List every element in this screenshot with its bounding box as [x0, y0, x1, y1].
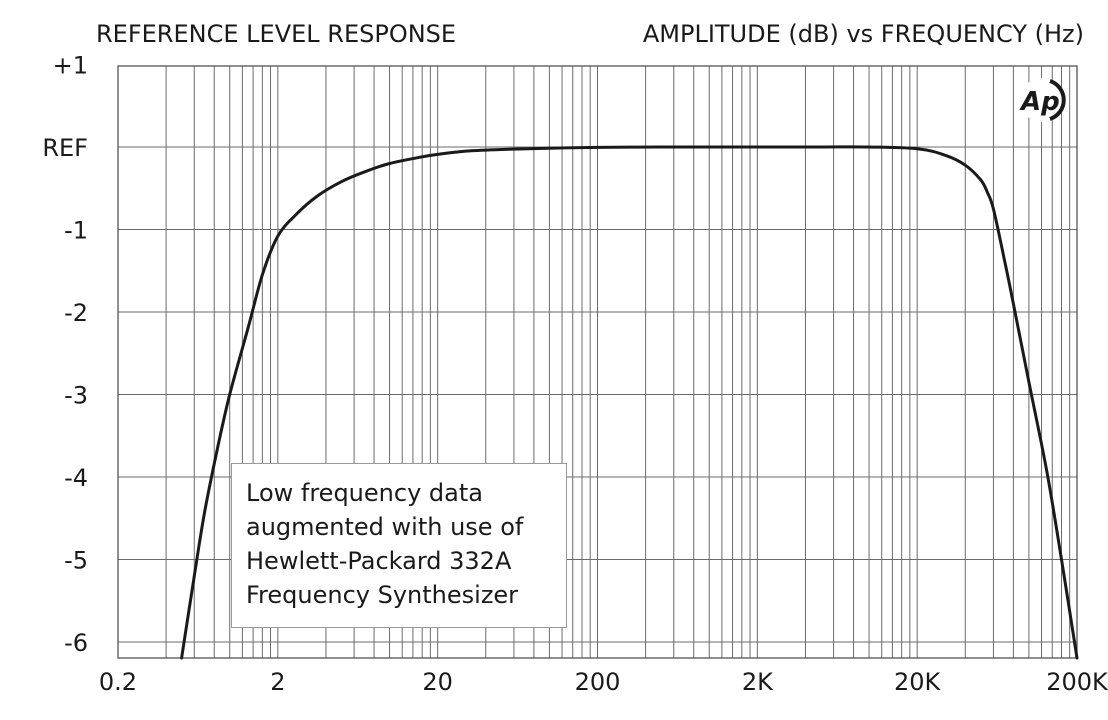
ap-logo-text: Ap	[1019, 87, 1060, 117]
annotation-line-1: Low frequency data	[246, 479, 483, 507]
chart-title: REFERENCE LEVEL RESPONSE	[96, 20, 457, 48]
annotation-box: Low frequency data augmented with use of…	[231, 463, 567, 628]
y-tick-label: -1	[64, 217, 88, 245]
y-tick-label: -5	[64, 547, 88, 575]
chart-subtitle: AMPLITUDE (dB) vs FREQUENCY (Hz)	[642, 20, 1084, 48]
y-tick-label: REF	[42, 134, 88, 162]
x-tick-label: 200K	[1046, 668, 1108, 696]
x-tick-labels: 0.2 2 20 200 2K 20K 200K	[99, 668, 1108, 696]
annotation-line-2: augmented with use of	[246, 513, 524, 541]
y-tick-label: -3	[64, 382, 88, 410]
y-tick-label: -4	[64, 464, 88, 492]
x-tick-label: 200	[575, 668, 621, 696]
x-tick-label: 20	[422, 668, 453, 696]
y-tick-labels: +1 REF -1 -2 -3 -4 -5 -6	[42, 52, 88, 658]
x-tick-label: 2K	[742, 668, 774, 696]
annotation-line-4: Frequency Synthesizer	[246, 581, 519, 609]
x-tick-label: 20K	[894, 668, 942, 696]
y-tick-label: -6	[64, 629, 88, 657]
y-tick-label: +1	[53, 52, 88, 80]
x-tick-label: 2	[270, 668, 285, 696]
plot-frame	[117, 65, 1078, 659]
annotation-line-3: Hewlett-Packard 332A	[246, 547, 512, 575]
ap-logo: Ap	[1019, 78, 1066, 122]
x-tick-label: 0.2	[99, 668, 137, 696]
response-curve	[180, 145, 1079, 660]
y-tick-label: -2	[64, 299, 88, 327]
